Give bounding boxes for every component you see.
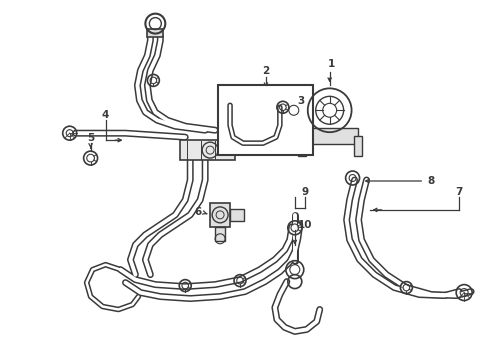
Text: 3: 3: [297, 96, 304, 106]
Text: 7: 7: [456, 187, 463, 197]
Bar: [354, 136, 362, 156]
Text: 8: 8: [428, 176, 435, 186]
Bar: [285, 104, 303, 116]
Text: 9: 9: [301, 187, 308, 197]
Bar: [180, 140, 235, 160]
Text: 1: 1: [328, 59, 335, 69]
Text: 6: 6: [195, 207, 202, 217]
Text: 4: 4: [102, 110, 109, 120]
Bar: [210, 203, 230, 227]
Bar: [218, 85, 313, 155]
Bar: [215, 227, 225, 241]
Bar: [230, 209, 244, 221]
Text: 2: 2: [262, 67, 270, 76]
Text: 5: 5: [87, 133, 94, 143]
Bar: [147, 28, 163, 37]
Bar: [302, 128, 358, 144]
Bar: [298, 136, 306, 156]
Text: 10: 10: [297, 220, 312, 230]
